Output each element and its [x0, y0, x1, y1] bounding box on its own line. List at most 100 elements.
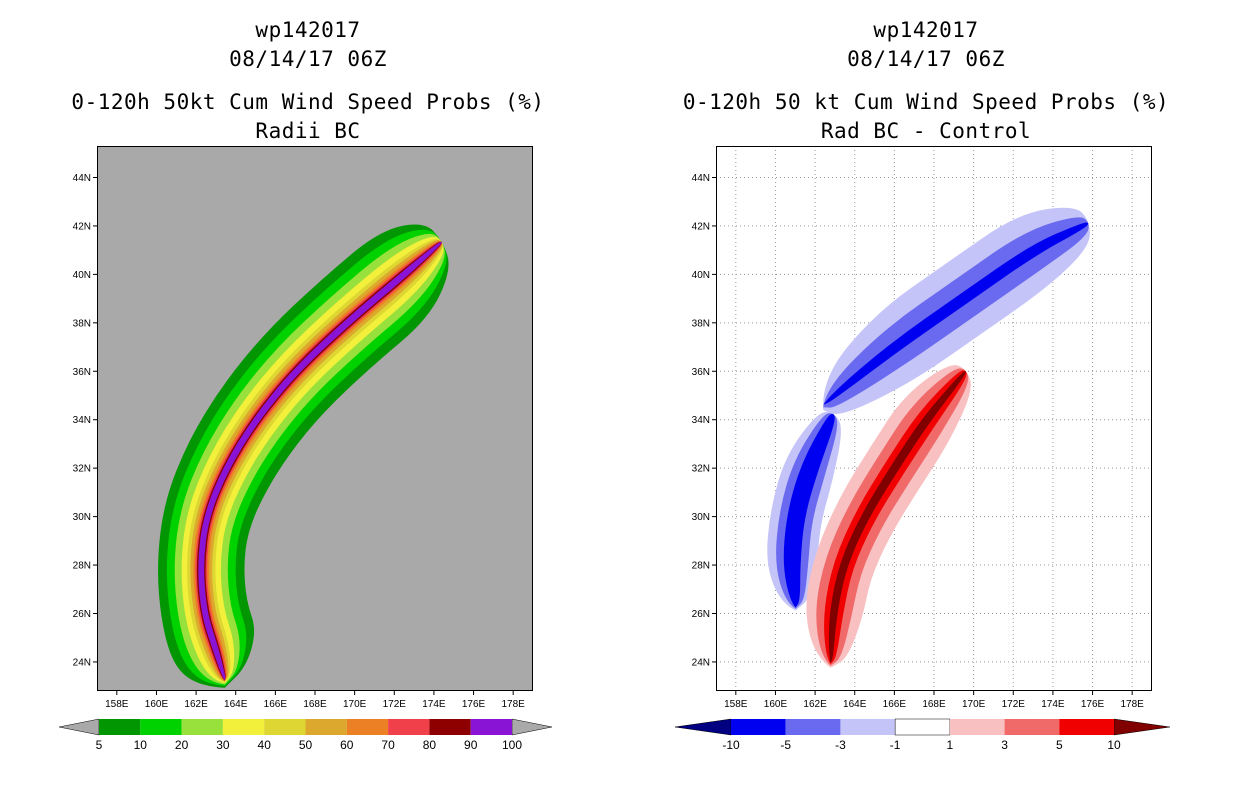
right-y-tick-label-38N: 38N — [692, 318, 710, 329]
right-x-tick-label-164E: 164E — [843, 699, 867, 710]
left-colorbar-label-60: 60 — [340, 738, 354, 752]
left-colorbar-label-40: 40 — [258, 738, 272, 752]
right-region-2-level-5 — [824, 370, 967, 665]
left-y-tick-label-40N: 40N — [73, 270, 91, 281]
left-x-tick-label-172E: 172E — [383, 699, 407, 710]
right-colorbar-label--3: -3 — [835, 738, 846, 752]
right-x-tick-label-178E: 178E — [1121, 699, 1145, 710]
left-colorbar-label-30: 30 — [216, 738, 230, 752]
left-colorbar-label-70: 70 — [381, 738, 395, 752]
left-x-tick-label-178E: 178E — [502, 699, 526, 710]
left-colorbar-cap-low — [58, 718, 100, 736]
right-y-tick-label-34N: 34N — [692, 415, 710, 426]
right-colorbar-swatch-1 — [785, 719, 841, 735]
left-y-tick-label-44N: 44N — [73, 173, 91, 184]
right-y-tick-label-32N: 32N — [692, 464, 710, 475]
left-y-tick-label-30N: 30N — [73, 512, 91, 523]
right-x-tick-label-168E: 168E — [922, 699, 946, 710]
right-datetime: 08/14/17 06Z — [847, 47, 1005, 71]
right-chart-subtitle: Rad BC - Control — [820, 119, 1032, 143]
right-x-tick-label-174E: 174E — [1041, 699, 1065, 710]
right-colorbar-swatch-0 — [731, 719, 786, 735]
right-difference-map: 158E 160E 162E 164E 166E 168E 170E 172E 174E 176E… — [692, 146, 1152, 710]
left-y-tick-label-26N: 26N — [73, 609, 91, 620]
left-storm-id: wp142017 — [255, 18, 361, 42]
right-x-tick-label-172E: 172E — [1002, 699, 1026, 710]
right-colorbar-label-3: 3 — [1001, 738, 1008, 752]
right-colorbar-swatch-3 — [894, 718, 951, 736]
left-colorbar-swatch-3 — [222, 719, 265, 735]
left-datetime: 08/14/17 06Z — [229, 47, 387, 71]
right-colorbar-swatch-4 — [949, 719, 1005, 735]
left-y-tick-label-24N: 24N — [73, 657, 91, 668]
left-colorbar-swatch-5 — [305, 719, 347, 735]
left-chart-subtitle: Radii BC — [255, 119, 361, 143]
right-x-tick-label-166E: 166E — [883, 699, 907, 710]
right-x-tick-label-162E: 162E — [803, 699, 827, 710]
right-y-tick-label-36N: 36N — [692, 367, 710, 378]
right-colorbar-label--5: -5 — [780, 738, 791, 752]
left-x-tick-label-168E: 168E — [303, 699, 327, 710]
left-colorbar-swatch-9 — [470, 719, 512, 735]
left-y-tick-label-32N: 32N — [73, 464, 91, 475]
left-colorbar: 5 10 20 30 40 50 60 70 80 90 100 — [58, 718, 553, 752]
right-y-tick-label-44N: 44N — [692, 173, 710, 184]
left-colorbar-swatch-8 — [429, 719, 471, 735]
left-colorbar-label-50: 50 — [299, 738, 313, 752]
left-x-tick-label-174E: 174E — [422, 699, 446, 710]
right-y-tick-label-24N: 24N — [692, 657, 710, 668]
right-colorbar-swatch-6 — [1059, 719, 1114, 735]
left-colorbar-label-90: 90 — [464, 738, 478, 752]
right-x-tick-label-160E: 160E — [764, 699, 788, 710]
right-colorbar-label-10: 10 — [1107, 738, 1121, 752]
right-x-tick-label-176E: 176E — [1081, 699, 1105, 710]
left-colorbar-label-10: 10 — [134, 738, 148, 752]
right-y-tick-label-26N: 26N — [692, 609, 710, 620]
right-storm-id: wp142017 — [873, 18, 979, 42]
left-x-tick-label-176E: 176E — [462, 699, 486, 710]
right-y-tick-label-30N: 30N — [692, 512, 710, 523]
left-colorbar-swatch-1 — [140, 719, 182, 735]
left-colorbar-swatch-7 — [388, 719, 430, 735]
right-colorbar: -10 -5 -3 -1 1 3 5 10 — [674, 718, 1171, 752]
left-colorbar-label-100: 100 — [502, 738, 522, 752]
left-x-tick-label-158E: 158E — [105, 699, 129, 710]
left-x-tick-label-166E: 166E — [264, 699, 288, 710]
left-x-tick-label-162E: 162E — [184, 699, 208, 710]
left-colorbar-label-20: 20 — [175, 738, 189, 752]
left-probability-map: 158E 160E 162E 164E 166E 168E 170E 172E 174E 176E… — [73, 146, 533, 710]
left-map-frame — [97, 146, 533, 691]
right-y-tick-label-28N: 28N — [692, 561, 710, 572]
right-region-1-level--5 — [783, 413, 835, 608]
right-region-0-level--5 — [823, 222, 1089, 405]
left-colorbar-label-80: 80 — [423, 738, 437, 752]
left-chart-title: 0-120h 50kt Cum Wind Speed Probs (%) — [71, 90, 545, 114]
right-colorbar-label--10: -10 — [722, 738, 740, 752]
left-colorbar-swatch-2 — [181, 719, 223, 735]
left-colorbar-swatch-6 — [346, 719, 389, 735]
right-colorbar-label--1: -1 — [890, 738, 901, 752]
right-map-frame — [716, 146, 1152, 691]
right-colorbar-label-5: 5 — [1056, 738, 1063, 752]
right-colorbar-swatch-5 — [1004, 719, 1060, 735]
left-y-tick-label-42N: 42N — [73, 221, 91, 232]
right-x-tick-label-158E: 158E — [724, 699, 748, 710]
right-y-tick-label-42N: 42N — [692, 221, 710, 232]
left-x-tick-label-170E: 170E — [343, 699, 367, 710]
right-colorbar-label-1: 1 — [947, 738, 954, 752]
left-x-tick-label-160E: 160E — [145, 699, 169, 710]
left-colorbar-cap-high — [511, 718, 553, 736]
left-y-tick-label-34N: 34N — [73, 415, 91, 426]
left-contour-level-10 — [166, 229, 447, 687]
left-y-tick-label-36N: 36N — [73, 367, 91, 378]
left-contour-level-60 — [193, 241, 442, 682]
right-colorbar-cap-low — [674, 718, 732, 736]
left-x-tick-label-164E: 164E — [224, 699, 248, 710]
right-x-tick-label-170E: 170E — [962, 699, 986, 710]
right-colorbar-cap-high — [1113, 718, 1171, 736]
left-y-tick-label-28N: 28N — [73, 561, 91, 572]
right-y-tick-label-40N: 40N — [692, 270, 710, 281]
right-region-2-level-3 — [816, 368, 969, 666]
left-colorbar-label-5: 5 — [96, 738, 103, 752]
